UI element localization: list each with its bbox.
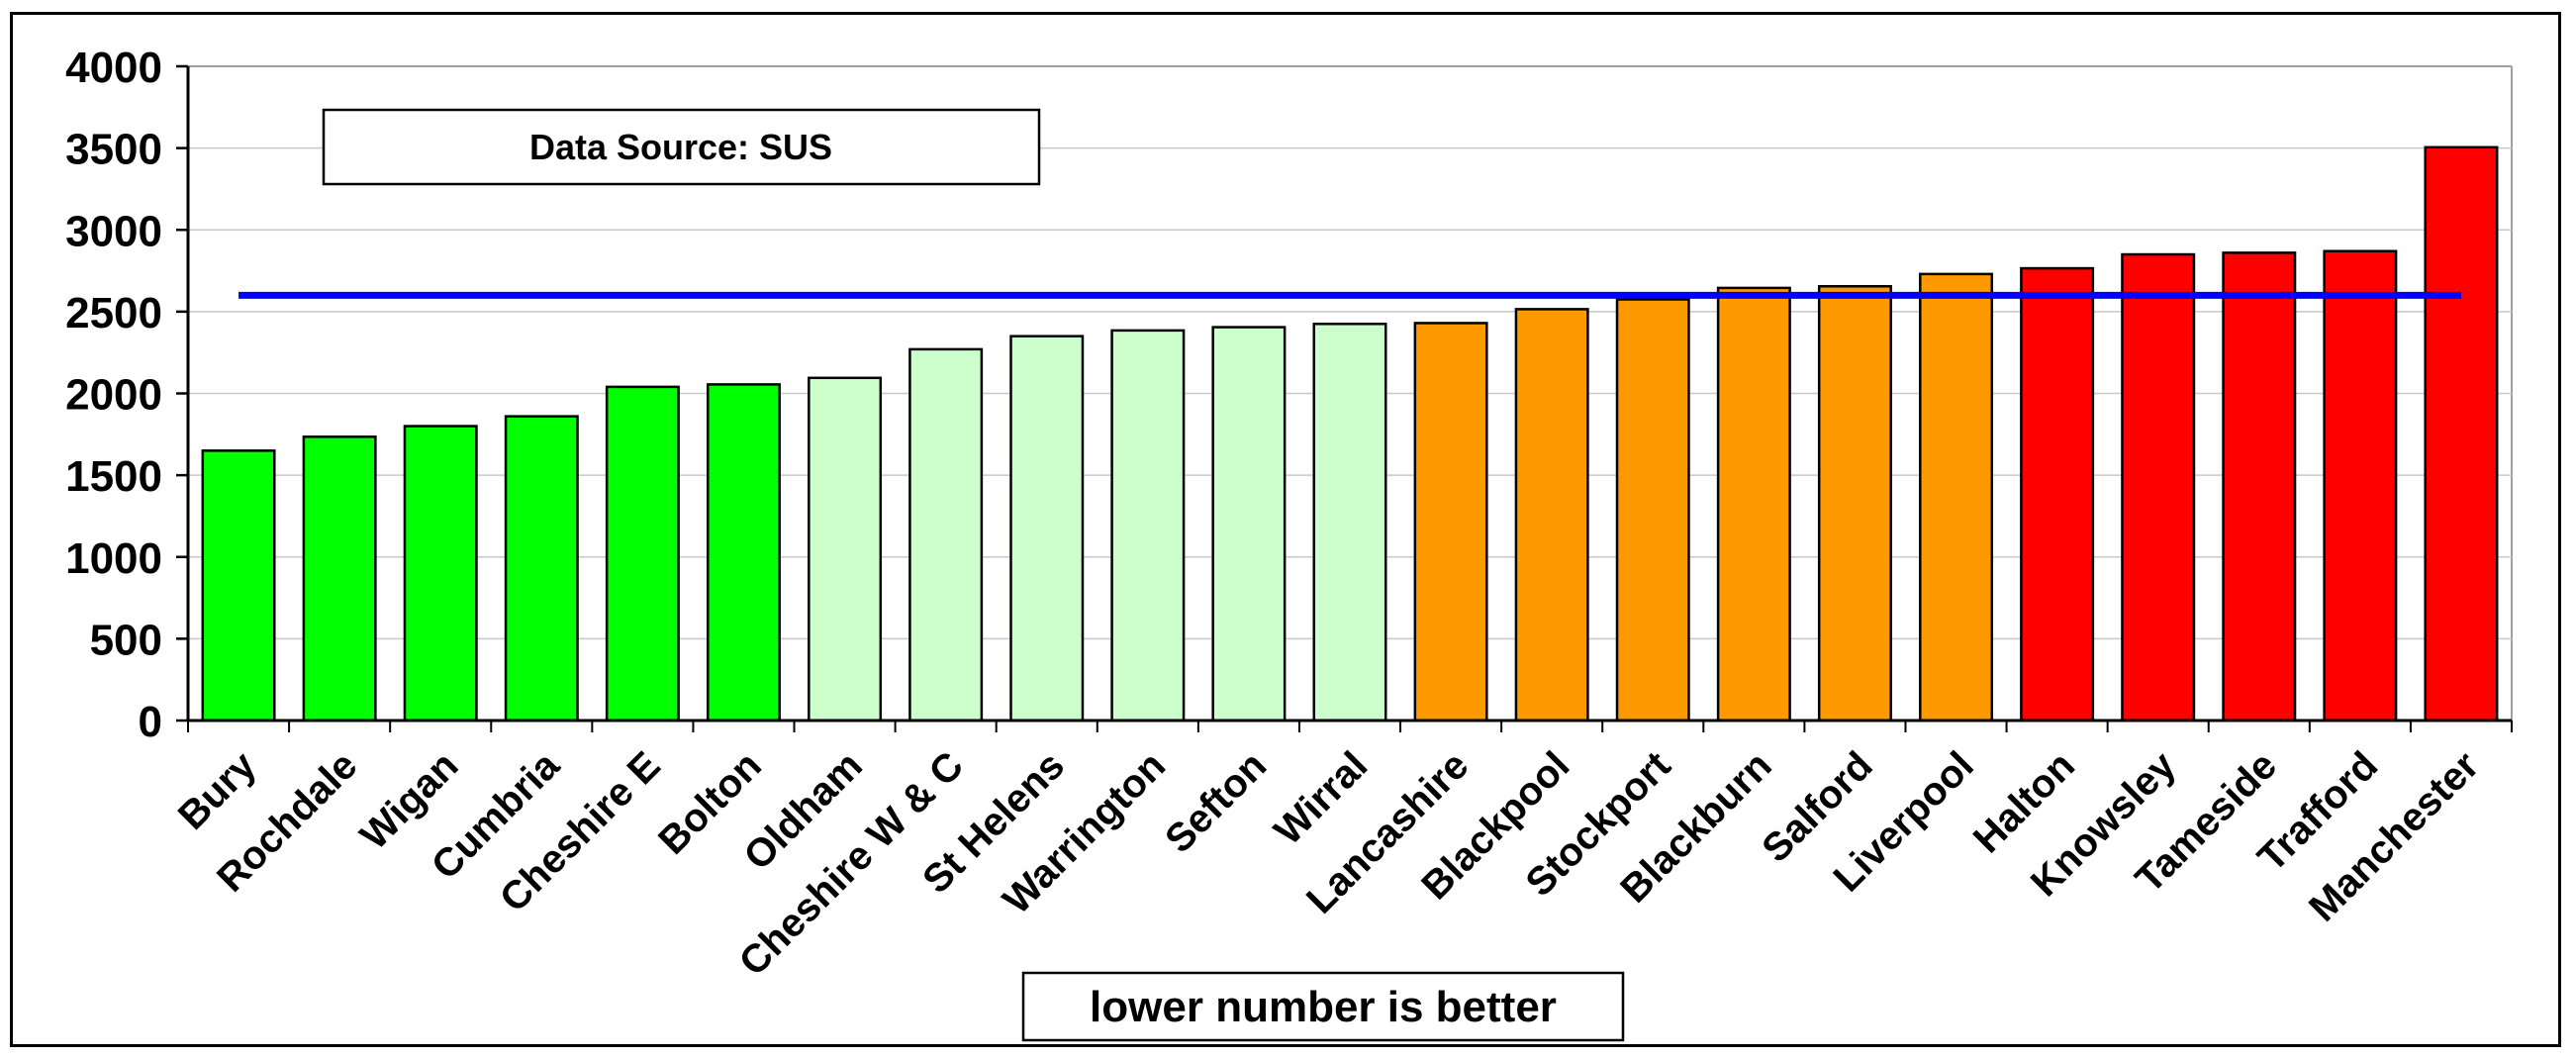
bar-liverpool [1919,272,1994,722]
bar-wirral [1312,323,1387,722]
bars [201,145,2499,722]
bar-cheshire-w-c [908,347,984,722]
y-tick-label: 3500 [65,126,162,174]
bar-oldham [808,376,883,722]
bar-cumbria [504,415,579,722]
y-tick-label: 3000 [65,207,162,255]
bar-blackburn [1716,286,1791,722]
y-tick-label: 2000 [65,371,162,420]
x-tick-label: Bury [170,743,265,838]
bar-bolton [706,383,781,722]
bar-warrington [1110,329,1186,722]
bar-lancashire [1413,322,1488,722]
source-box: Data Source: SUS [322,108,1041,186]
y-tick-label: 4000 [65,44,162,92]
bar-st-helens [1009,335,1085,722]
bar-tameside [2222,251,2297,722]
x-tick-label: Sefton [1157,743,1275,861]
bar-bury [201,449,276,722]
footnote-box: lower number is better [1021,971,1625,1042]
y-tick-label: 2500 [65,289,162,337]
bar-cheshire-e [605,385,680,722]
bar-salford [1817,285,1892,722]
bar-manchester [2424,145,2499,722]
y-tick-label: 500 [90,616,162,664]
bar-blackpool [1514,308,1589,722]
y-tick-label: 1500 [65,452,162,501]
bar-knowsley [2121,252,2196,722]
bar-halton [2020,266,2095,722]
y-tick-labels: 0 500 1000 1500 2000 2500 3000 3500 4000 [65,44,162,746]
bar-rochdale [302,435,377,722]
bar-stockport [1615,298,1690,722]
y-tick-label: 0 [139,698,162,746]
source-note: Data Source: SUS [529,127,832,167]
bar-sefton [1211,326,1287,722]
bar-wigan [403,425,478,722]
footnote: lower number is better [1090,983,1557,1031]
bar-trafford [2323,249,2398,722]
y-tick-label: 1000 [65,534,162,583]
axes [176,64,2513,732]
